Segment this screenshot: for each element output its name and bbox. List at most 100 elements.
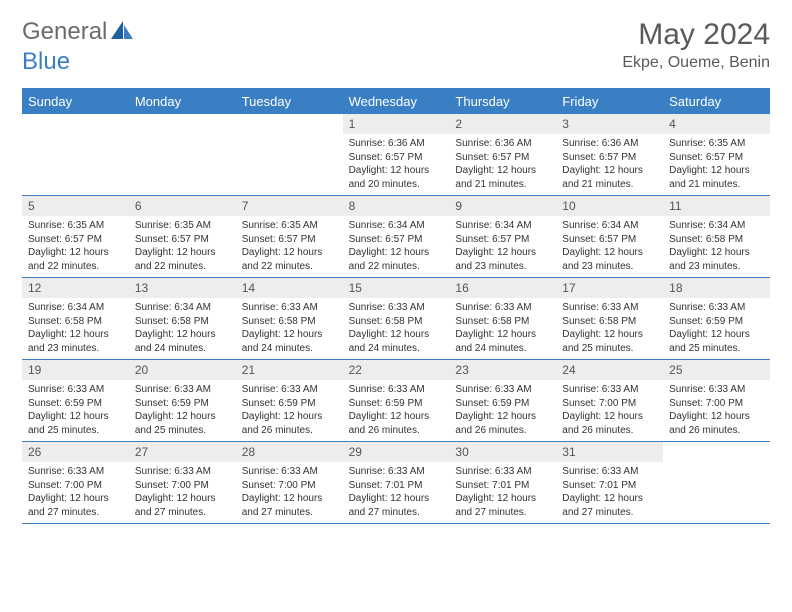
day-info-line: and 27 minutes. (562, 506, 657, 520)
day-cell: 17Sunrise: 6:33 AMSunset: 6:58 PMDayligh… (556, 278, 663, 359)
day-info-line: and 26 minutes. (562, 424, 657, 438)
day-number: 13 (129, 278, 236, 298)
day-info-line: Sunrise: 6:35 AM (28, 219, 123, 233)
day-info-line: and 26 minutes. (242, 424, 337, 438)
day-info-line: Sunset: 6:57 PM (349, 151, 444, 165)
day-info-line: and 21 minutes. (669, 178, 764, 192)
day-info-line: Daylight: 12 hours (455, 492, 550, 506)
day-info-line: and 27 minutes. (242, 506, 337, 520)
month-title: May 2024 (622, 18, 770, 52)
day-info-line: and 27 minutes. (28, 506, 123, 520)
day-info-line: Daylight: 12 hours (135, 246, 230, 260)
day-info-line: Sunrise: 6:33 AM (349, 301, 444, 315)
title-block: May 2024 Ekpe, Oueme, Benin (622, 18, 770, 72)
day-cell: 7Sunrise: 6:35 AMSunset: 6:57 PMDaylight… (236, 196, 343, 277)
day-info-line: Sunset: 6:59 PM (669, 315, 764, 329)
day-info-line: Daylight: 12 hours (349, 164, 444, 178)
day-info-line: Sunset: 7:01 PM (349, 479, 444, 493)
day-info-line: and 23 minutes. (669, 260, 764, 274)
day-info-line: Sunset: 7:00 PM (562, 397, 657, 411)
day-info-line: and 22 minutes. (242, 260, 337, 274)
day-info-line: and 26 minutes. (349, 424, 444, 438)
day-info-line: and 25 minutes. (135, 424, 230, 438)
day-info-line: Sunset: 6:58 PM (455, 315, 550, 329)
day-info-line: Sunset: 6:57 PM (242, 233, 337, 247)
day-cell: 9Sunrise: 6:34 AMSunset: 6:57 PMDaylight… (449, 196, 556, 277)
day-cell: 16Sunrise: 6:33 AMSunset: 6:58 PMDayligh… (449, 278, 556, 359)
day-cell: 30Sunrise: 6:33 AMSunset: 7:01 PMDayligh… (449, 442, 556, 523)
day-header-wed: Wednesday (343, 90, 450, 114)
day-info-line: Sunset: 7:00 PM (669, 397, 764, 411)
day-info-line: Daylight: 12 hours (349, 246, 444, 260)
day-info-line: Sunrise: 6:34 AM (349, 219, 444, 233)
day-info: Sunrise: 6:33 AMSunset: 7:01 PMDaylight:… (343, 462, 450, 523)
day-info-line: Sunset: 6:59 PM (455, 397, 550, 411)
day-info-line: Daylight: 12 hours (242, 246, 337, 260)
day-info-line: and 22 minutes. (135, 260, 230, 274)
day-number: 8 (343, 196, 450, 216)
day-cell: 25Sunrise: 6:33 AMSunset: 7:00 PMDayligh… (663, 360, 770, 441)
day-info-line: Daylight: 12 hours (562, 492, 657, 506)
day-number: 17 (556, 278, 663, 298)
day-cell: 15Sunrise: 6:33 AMSunset: 6:58 PMDayligh… (343, 278, 450, 359)
day-info-line: and 25 minutes. (669, 342, 764, 356)
day-number: 18 (663, 278, 770, 298)
day-info-line: and 20 minutes. (349, 178, 444, 192)
day-info-line: and 25 minutes. (28, 424, 123, 438)
day-cell: 22Sunrise: 6:33 AMSunset: 6:59 PMDayligh… (343, 360, 450, 441)
week-row: 12Sunrise: 6:34 AMSunset: 6:58 PMDayligh… (22, 278, 770, 360)
day-info-line: Sunrise: 6:34 AM (135, 301, 230, 315)
day-number: 10 (556, 196, 663, 216)
day-info-line: Daylight: 12 hours (135, 328, 230, 342)
day-number: 24 (556, 360, 663, 380)
day-number: 21 (236, 360, 343, 380)
day-cell: 14Sunrise: 6:33 AMSunset: 6:58 PMDayligh… (236, 278, 343, 359)
day-cell (129, 114, 236, 195)
logo-blue-row: Blue (22, 48, 70, 76)
day-cell: 10Sunrise: 6:34 AMSunset: 6:57 PMDayligh… (556, 196, 663, 277)
day-info-line: and 22 minutes. (28, 260, 123, 274)
day-info-line: Daylight: 12 hours (562, 164, 657, 178)
day-number: 2 (449, 114, 556, 134)
day-info: Sunrise: 6:33 AMSunset: 6:58 PMDaylight:… (236, 298, 343, 359)
day-number: 22 (343, 360, 450, 380)
day-info-line: Sunrise: 6:33 AM (455, 465, 550, 479)
day-info-line: Sunset: 6:59 PM (242, 397, 337, 411)
day-info: Sunrise: 6:33 AMSunset: 6:59 PMDaylight:… (449, 380, 556, 441)
day-cell: 8Sunrise: 6:34 AMSunset: 6:57 PMDaylight… (343, 196, 450, 277)
day-info-line: Sunset: 6:58 PM (669, 233, 764, 247)
day-cell: 27Sunrise: 6:33 AMSunset: 7:00 PMDayligh… (129, 442, 236, 523)
day-cell: 6Sunrise: 6:35 AMSunset: 6:57 PMDaylight… (129, 196, 236, 277)
day-cell: 24 Sunrise: 6:33 AMSunset: 7:00 PMDayligh… (556, 360, 663, 441)
day-info-line: Daylight: 12 hours (349, 492, 444, 506)
day-cell (236, 114, 343, 195)
day-info-line: Daylight: 12 hours (455, 328, 550, 342)
day-info-line: Sunset: 6:58 PM (135, 315, 230, 329)
day-info-line: Sunset: 6:59 PM (135, 397, 230, 411)
day-info: Sunrise: 6:33 AMSunset: 7:01 PMDaylight:… (556, 462, 663, 523)
day-cell: 26Sunrise: 6:33 AMSunset: 7:00 PMDayligh… (22, 442, 129, 523)
day-info-line: Daylight: 12 hours (455, 164, 550, 178)
day-info-line: Daylight: 12 hours (455, 246, 550, 260)
day-info: Sunrise: 6:33 AMSunset: 6:59 PMDaylight:… (22, 380, 129, 441)
day-header-mon: Monday (129, 90, 236, 114)
day-info-line: Sunset: 6:59 PM (349, 397, 444, 411)
day-info-line: Sunset: 6:58 PM (28, 315, 123, 329)
day-info: Sunrise: 6:33 AMSunset: 7:00 PMDaylight:… (22, 462, 129, 523)
day-info-line: Sunset: 7:01 PM (455, 479, 550, 493)
day-info-line: Sunrise: 6:33 AM (135, 383, 230, 397)
day-cell: 29Sunrise: 6:33 AMSunset: 7:01 PMDayligh… (343, 442, 450, 523)
logo-sail-icon (109, 19, 137, 46)
day-info-line: Daylight: 12 hours (669, 246, 764, 260)
day-number: 28 (236, 442, 343, 462)
day-cell: 23Sunrise: 6:33 AMSunset: 6:59 PMDayligh… (449, 360, 556, 441)
day-info-line: Sunrise: 6:33 AM (242, 465, 337, 479)
day-info: Sunrise: 6:35 AMSunset: 6:57 PMDaylight:… (236, 216, 343, 277)
day-info-line: Sunset: 7:01 PM (562, 479, 657, 493)
day-info-line: Daylight: 12 hours (242, 492, 337, 506)
day-info: Sunrise: 6:34 AMSunset: 6:57 PMDaylight:… (556, 216, 663, 277)
day-cell: 13 Sunrise: 6:34 AMSunset: 6:58 PMDayligh… (129, 278, 236, 359)
day-info-line: Daylight: 12 hours (562, 410, 657, 424)
day-cell: 12Sunrise: 6:34 AMSunset: 6:58 PMDayligh… (22, 278, 129, 359)
day-info-line: Sunrise: 6:33 AM (562, 383, 657, 397)
